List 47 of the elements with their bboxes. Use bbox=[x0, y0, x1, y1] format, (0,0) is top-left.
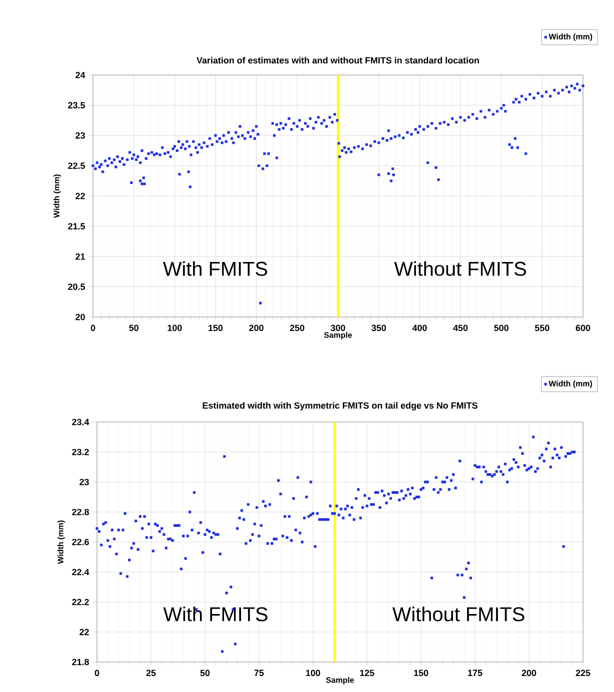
x-tick-label: 200 bbox=[249, 324, 264, 332]
annotation: Without FMITS bbox=[394, 261, 526, 276]
x-tick-label: 50 bbox=[129, 324, 138, 332]
y-tick-label: 23.5 bbox=[68, 102, 85, 108]
x-tick-label: 175 bbox=[468, 670, 482, 676]
x-tick-label: 25 bbox=[146, 670, 156, 676]
y-tick-label: 23.4 bbox=[72, 418, 90, 426]
x-tick-label: 100 bbox=[168, 324, 182, 332]
x-tick-label: 50 bbox=[200, 670, 210, 676]
y-tick-label: 22.4 bbox=[72, 568, 90, 576]
y-tick-label: 21.5 bbox=[68, 223, 85, 230]
x-tick-label: 75 bbox=[254, 670, 264, 676]
chart-title: Estimated width with Symmetric FMITS on tail edge vs No FMITS bbox=[202, 402, 478, 411]
x-tick-label: 100 bbox=[306, 670, 320, 676]
y-tick-label: 24 bbox=[76, 72, 86, 78]
y-tick-label: 21 bbox=[76, 253, 85, 260]
y-tick-label: 20 bbox=[76, 314, 85, 320]
chart-title: Variation of estimates with and without FMITS in standard location bbox=[196, 56, 479, 64]
y-tick-label: 21.8 bbox=[72, 658, 89, 666]
x-tick-label: 150 bbox=[414, 670, 428, 676]
y-tick-label: 22 bbox=[76, 192, 85, 200]
y-tick-label: 20.5 bbox=[68, 284, 85, 290]
y-tick-label: 22.8 bbox=[72, 508, 89, 516]
annotation: Without FMITS bbox=[392, 606, 524, 622]
x-tick-label: 400 bbox=[412, 324, 427, 332]
x-tick-label: 200 bbox=[522, 670, 536, 676]
y-tick-label: 22.6 bbox=[72, 538, 89, 546]
x-tick-label: 500 bbox=[494, 324, 508, 332]
x-tick-label: 0 bbox=[90, 324, 96, 332]
y-tick-label: 23.2 bbox=[72, 448, 89, 456]
annotation: With FMITS bbox=[163, 261, 268, 276]
y-tick-label: 22 bbox=[80, 628, 89, 636]
y-tick-label: 22.2 bbox=[72, 598, 89, 606]
x-tick-label: 350 bbox=[372, 324, 386, 332]
x-tick-label: 0 bbox=[94, 670, 100, 676]
annotation: With FMITS bbox=[163, 606, 268, 622]
x-tick-label: 300 bbox=[330, 324, 346, 332]
x-tick-label: 225 bbox=[576, 670, 590, 676]
y-tick-label: 22.5 bbox=[68, 162, 85, 169]
y-tick-label: 23 bbox=[76, 132, 85, 139]
x-tick-label: 125 bbox=[360, 670, 374, 676]
y-tick-label: 23 bbox=[80, 478, 89, 486]
x-tick-label: 550 bbox=[534, 324, 550, 332]
x-tick-label: 250 bbox=[290, 324, 304, 332]
x-tick-label: 600 bbox=[576, 324, 590, 332]
x-tick-label: 150 bbox=[208, 324, 223, 332]
x-tick-label: 450 bbox=[453, 324, 468, 332]
